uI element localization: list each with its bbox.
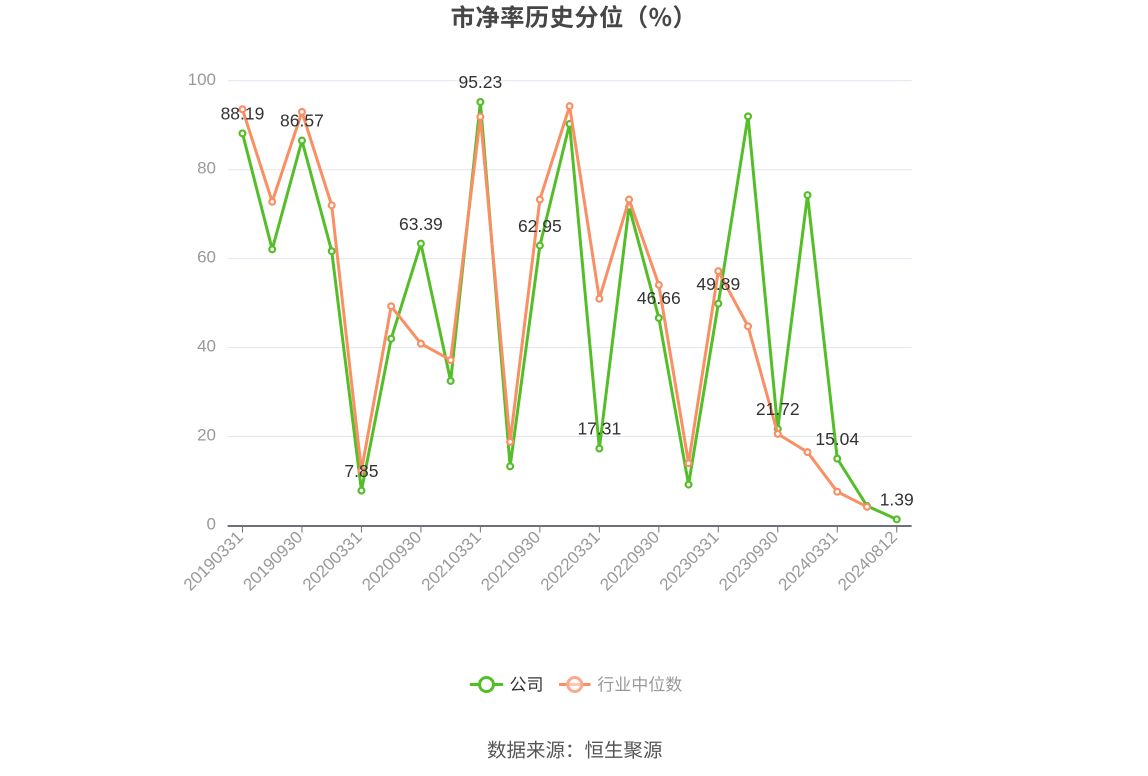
svg-text:1.39: 1.39 (880, 490, 914, 510)
svg-text:46.66: 46.66 (637, 288, 681, 308)
svg-text:63.39: 63.39 (399, 214, 443, 234)
svg-text:15.04: 15.04 (815, 429, 859, 449)
svg-text:7.85: 7.85 (344, 461, 378, 481)
svg-text:100: 100 (188, 70, 216, 89)
svg-text:40: 40 (197, 337, 216, 356)
svg-text:86.57: 86.57 (280, 111, 324, 131)
svg-text:49.89: 49.89 (696, 274, 740, 294)
svg-text:17.31: 17.31 (577, 419, 621, 439)
svg-text:0: 0 (207, 515, 216, 534)
svg-text:88.19: 88.19 (221, 104, 265, 124)
svg-text:21.72: 21.72 (756, 399, 800, 419)
svg-text:20: 20 (197, 426, 216, 445)
svg-text:60: 60 (197, 248, 216, 267)
svg-text:80: 80 (197, 159, 216, 178)
svg-text:95.23: 95.23 (458, 72, 502, 92)
svg-text:62.95: 62.95 (518, 216, 562, 236)
